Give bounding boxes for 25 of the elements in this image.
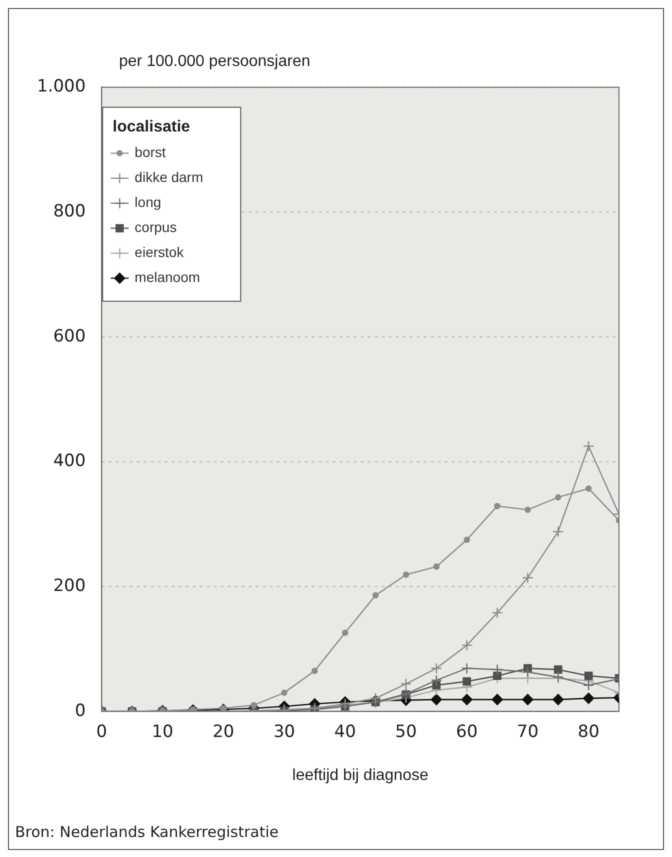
legend-label: corpus bbox=[134, 219, 177, 236]
x-tick-label: 30 bbox=[273, 722, 296, 742]
x-tick-label: 10 bbox=[152, 722, 174, 742]
y-tick-label: 0 bbox=[74, 700, 86, 721]
y-tick-label: 800 bbox=[53, 201, 86, 222]
x-tick-label: 20 bbox=[212, 722, 234, 742]
x-tick-label: 80 bbox=[578, 722, 600, 742]
legend-label: dikke darm bbox=[134, 169, 204, 186]
x-tick-label: 0 bbox=[96, 722, 108, 742]
y-tick-label: 200 bbox=[53, 576, 86, 596]
legend-title: localisatie bbox=[112, 118, 190, 136]
legend-label: long bbox=[134, 194, 162, 210]
x-tick-label: 60 bbox=[456, 722, 478, 742]
text: Bron: Nederlands Kankerregistratie bbox=[15, 823, 279, 841]
x-axis-title: leeftijd bij diagnose bbox=[292, 766, 428, 784]
legend-label: eierstok bbox=[134, 244, 185, 260]
y-tick-label: 1.000 bbox=[36, 76, 86, 97]
legend-label: melanoom bbox=[134, 269, 200, 286]
x-tick-label: 40 bbox=[334, 722, 356, 742]
x-tick-label: 50 bbox=[395, 722, 417, 742]
legend-label: borst bbox=[134, 144, 166, 160]
y-tick-label: 400 bbox=[53, 451, 86, 472]
y-axis-title: per 100.000 persoonsjaren bbox=[119, 53, 310, 71]
x-tick-label: 70 bbox=[516, 722, 539, 742]
y-tick-label: 600 bbox=[53, 326, 86, 346]
